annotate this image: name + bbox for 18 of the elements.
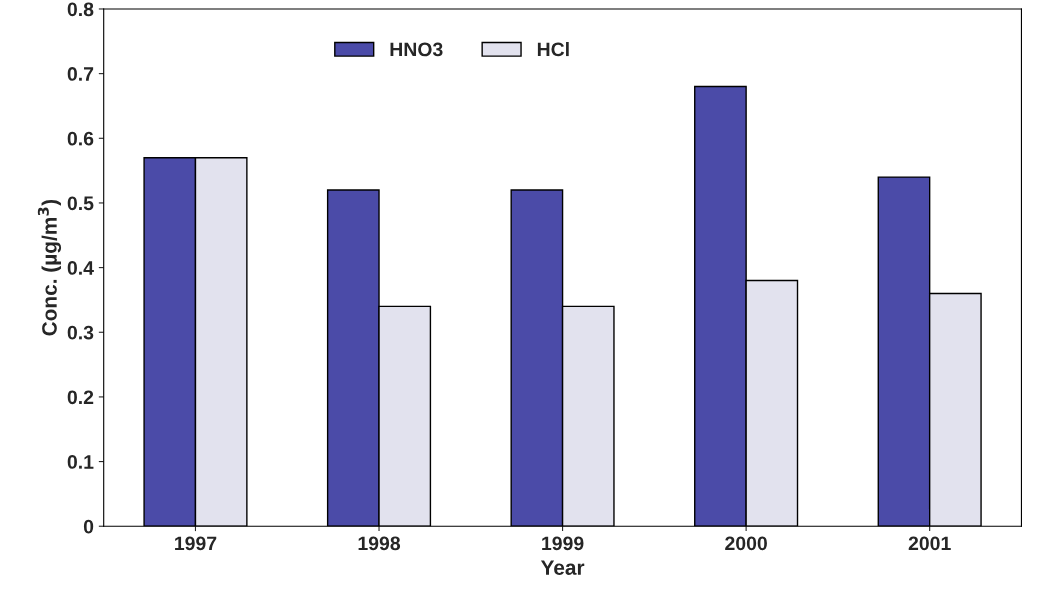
y-tick-label: 0.8 xyxy=(67,2,94,17)
legend-label: HNO3 xyxy=(390,42,443,57)
x-tick-label: 2000 xyxy=(725,536,767,551)
y-tick-label: 0.2 xyxy=(67,390,94,405)
x-tick-label: 1999 xyxy=(542,536,584,551)
y-tick-label: 0.3 xyxy=(67,325,94,340)
y-tick-label: 0.4 xyxy=(67,261,94,275)
x-tick-label: 1998 xyxy=(358,536,401,551)
y-tick-label: 0.6 xyxy=(67,131,94,146)
y-tick-label: 0 xyxy=(83,519,94,534)
y-tick-label: 0.1 xyxy=(67,455,94,469)
legend-label: HCl xyxy=(537,41,569,57)
y-tick-label: 0.5 xyxy=(67,196,94,211)
x-axis-title: Year xyxy=(540,560,585,575)
y-tick-label: 0.7 xyxy=(67,67,94,81)
y-axis-title: Conc. (µg/m$^{3}$) xyxy=(37,199,62,336)
x-tick-label: 1997 xyxy=(175,536,217,551)
x-tick-label: 2001 xyxy=(908,536,951,551)
